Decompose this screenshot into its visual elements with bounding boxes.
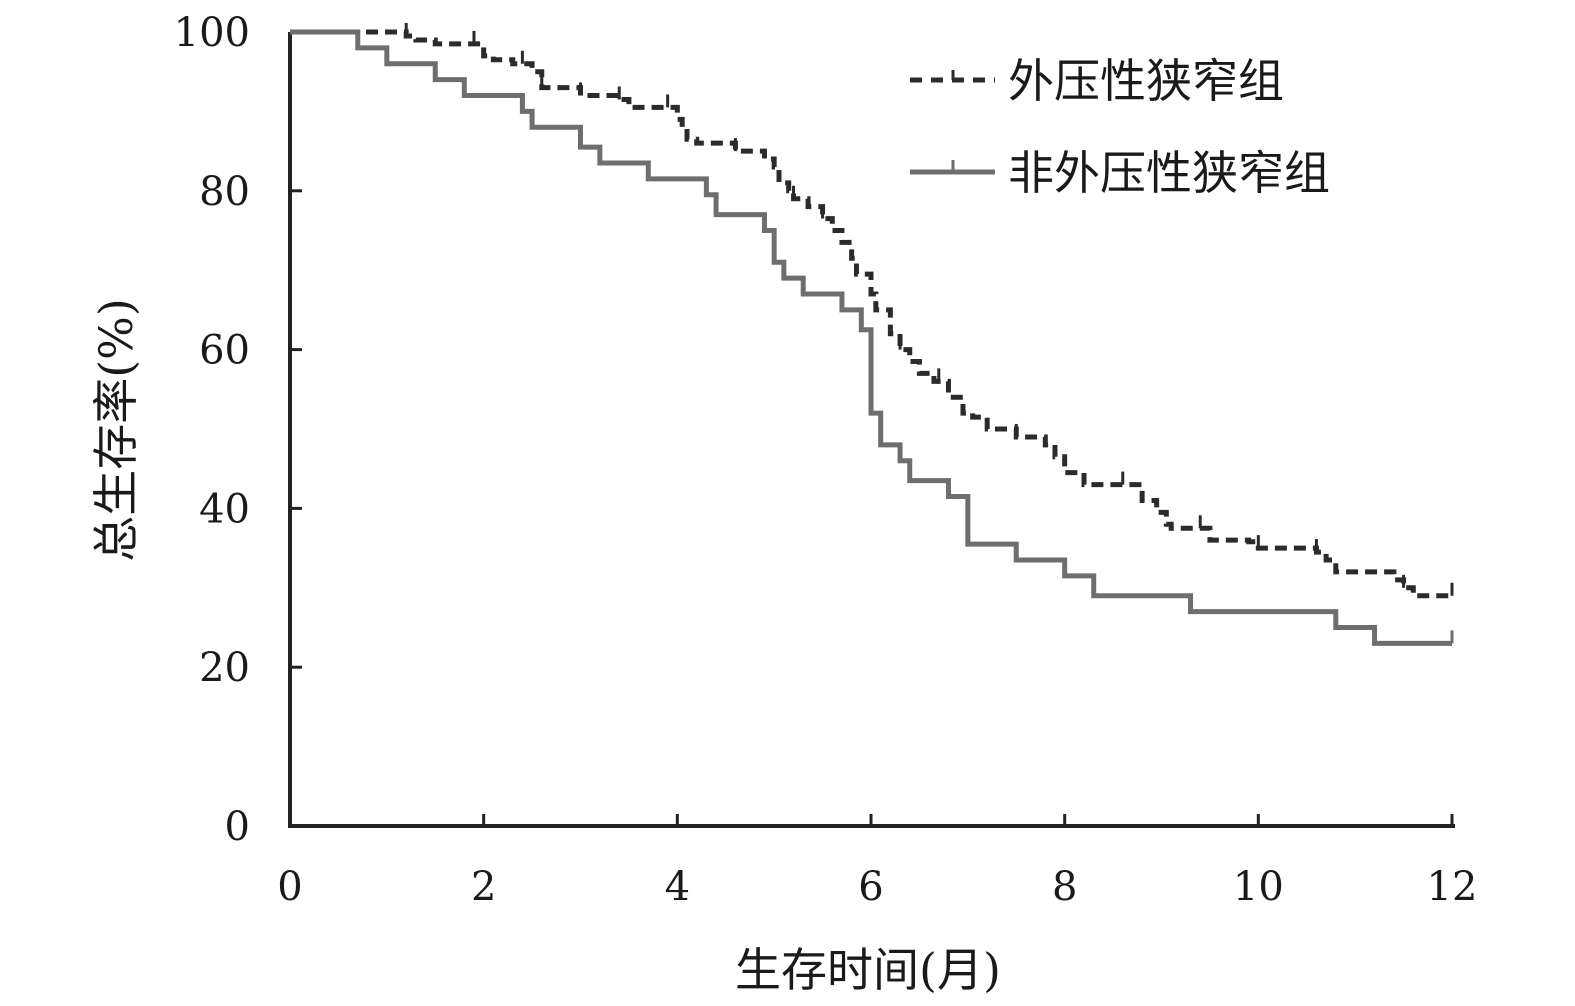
y-tick-label: 60 [199, 328, 250, 374]
x-tick-label: 4 [665, 864, 690, 910]
ticks [288, 30, 1454, 828]
series-line-0 [290, 29, 1452, 599]
legend: 外压性狭窄组 非外压性狭窄组 [910, 54, 1330, 200]
series-line-1 [290, 29, 1452, 646]
y-tick-label: 40 [199, 486, 250, 532]
series-layer [290, 22, 1454, 646]
x-tick-label: 0 [277, 864, 302, 910]
x-tick-label: 10 [1233, 864, 1284, 910]
x-tick-label: 12 [1427, 864, 1478, 910]
x-axis-title: 生存时间(月) [735, 943, 1001, 997]
x-tick-label: 2 [471, 864, 496, 910]
y-axis-title: 总生存率(%) [89, 298, 143, 562]
tick-labels: 0 2 4 6 8 10 12 0 20 40 60 80 100 [174, 10, 1478, 910]
x-tick-label: 8 [1052, 864, 1077, 910]
y-tick-label: 100 [174, 10, 250, 56]
y-tick-label: 0 [225, 804, 250, 850]
legend-label-non-external: 非外压性狭窄组 [1008, 146, 1330, 200]
y-tick-label: 80 [199, 169, 250, 215]
legend-label-external: 外压性狭窄组 [1008, 54, 1284, 108]
x-tick-label: 6 [858, 864, 883, 910]
y-tick-label: 20 [199, 645, 250, 691]
